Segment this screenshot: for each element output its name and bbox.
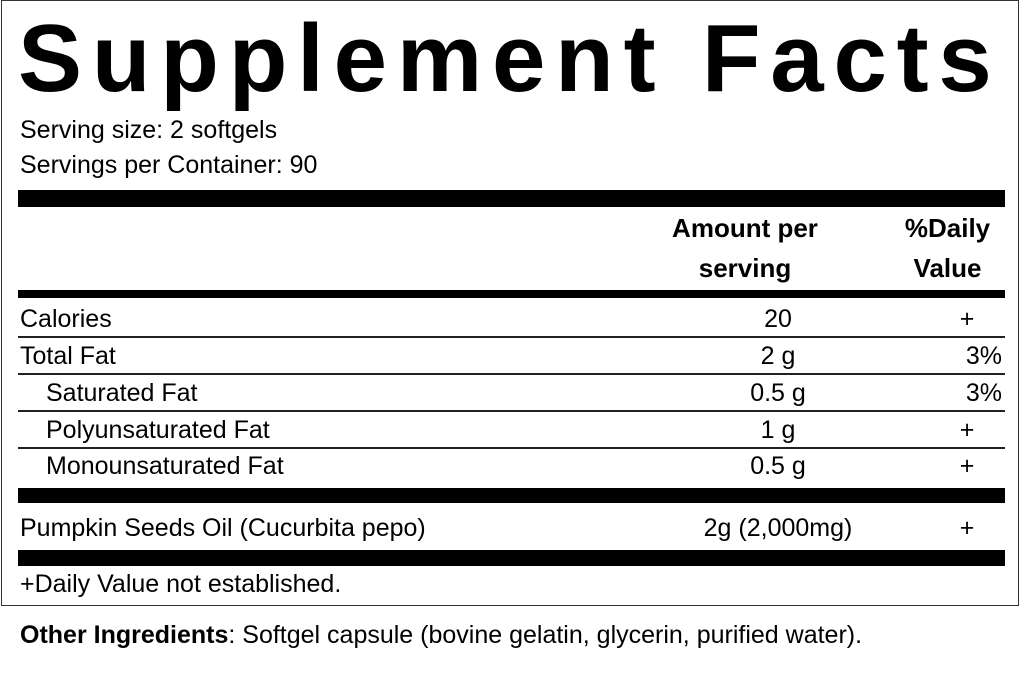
daily-value-header: %Daily Value <box>885 208 1010 288</box>
divider-thick <box>18 190 1005 207</box>
dv-header-line2: Value <box>913 253 982 283</box>
nutrient-label: Calories <box>20 305 112 333</box>
amount-header: Amount per serving <box>640 208 850 288</box>
nutrient-amount: 0.5 g <box>750 452 806 480</box>
amount-header-line2: serving <box>698 253 792 283</box>
nutrient-label: Saturated Fat <box>46 379 198 407</box>
supplement-facts-panel <box>1 0 1019 606</box>
nutrient-dv: + <box>959 305 975 333</box>
nutrient-amount: 2 g <box>760 342 796 370</box>
nutrient-row: Calories 20 + <box>18 301 1005 337</box>
nutrient-label: Polyunsaturated Fat <box>46 416 270 444</box>
nutrient-dv: 3% <box>965 379 1002 407</box>
nutrient-amount: 1 g <box>760 416 796 444</box>
nutrient-amount: 0.5 g <box>750 379 806 407</box>
other-ingredients-label: Other Ingredients <box>20 621 229 649</box>
nutrient-dv: + <box>959 452 975 480</box>
amount-header-line1: Amount per <box>672 213 818 243</box>
nutrient-row: Total Fat 2 g 3% <box>18 338 1005 374</box>
divider-medium <box>18 290 1005 298</box>
other-ingredients-text: : Softgel capsule (bovine gelatin, glyce… <box>228 621 863 649</box>
nutrient-dv: 3% <box>965 342 1002 370</box>
ingredient-dv: + <box>959 514 975 542</box>
ingredient-row: Pumpkin Seeds Oil (Cucurbita pepo) 2g (2… <box>18 510 1005 546</box>
panel-title: Supplement Facts <box>18 5 1002 112</box>
nutrient-label: Monounsaturated Fat <box>46 452 284 480</box>
nutrient-row: Polyunsaturated Fat 1 g + <box>18 412 1005 448</box>
nutrient-row: Monounsaturated Fat 0.5 g + <box>18 448 1005 484</box>
divider-thick <box>18 550 1005 566</box>
dv-header-line1: %Daily <box>904 213 991 243</box>
divider-thick <box>18 488 1005 503</box>
nutrient-dv: + <box>959 416 975 444</box>
ingredient-label: Pumpkin Seeds Oil (Cucurbita pepo) <box>20 514 426 542</box>
nutrient-amount: 20 <box>764 305 792 333</box>
nutrient-label: Total Fat <box>20 342 116 370</box>
serving-size: Serving size: 2 softgels <box>20 116 278 144</box>
other-ingredients: Other Ingredients: Softgel capsule (bovi… <box>20 618 1020 652</box>
nutrient-row: Saturated Fat 0.5 g 3% <box>18 375 1005 411</box>
servings-per-container: Servings per Container: 90 <box>20 151 318 179</box>
ingredient-amount: 2g (2,000mg) <box>703 514 853 542</box>
divider-thin <box>18 410 1005 412</box>
divider-thin <box>18 336 1005 338</box>
divider-thin <box>18 373 1005 375</box>
divider-thin <box>18 447 1005 449</box>
footnote: +Daily Value not established. <box>20 570 342 598</box>
